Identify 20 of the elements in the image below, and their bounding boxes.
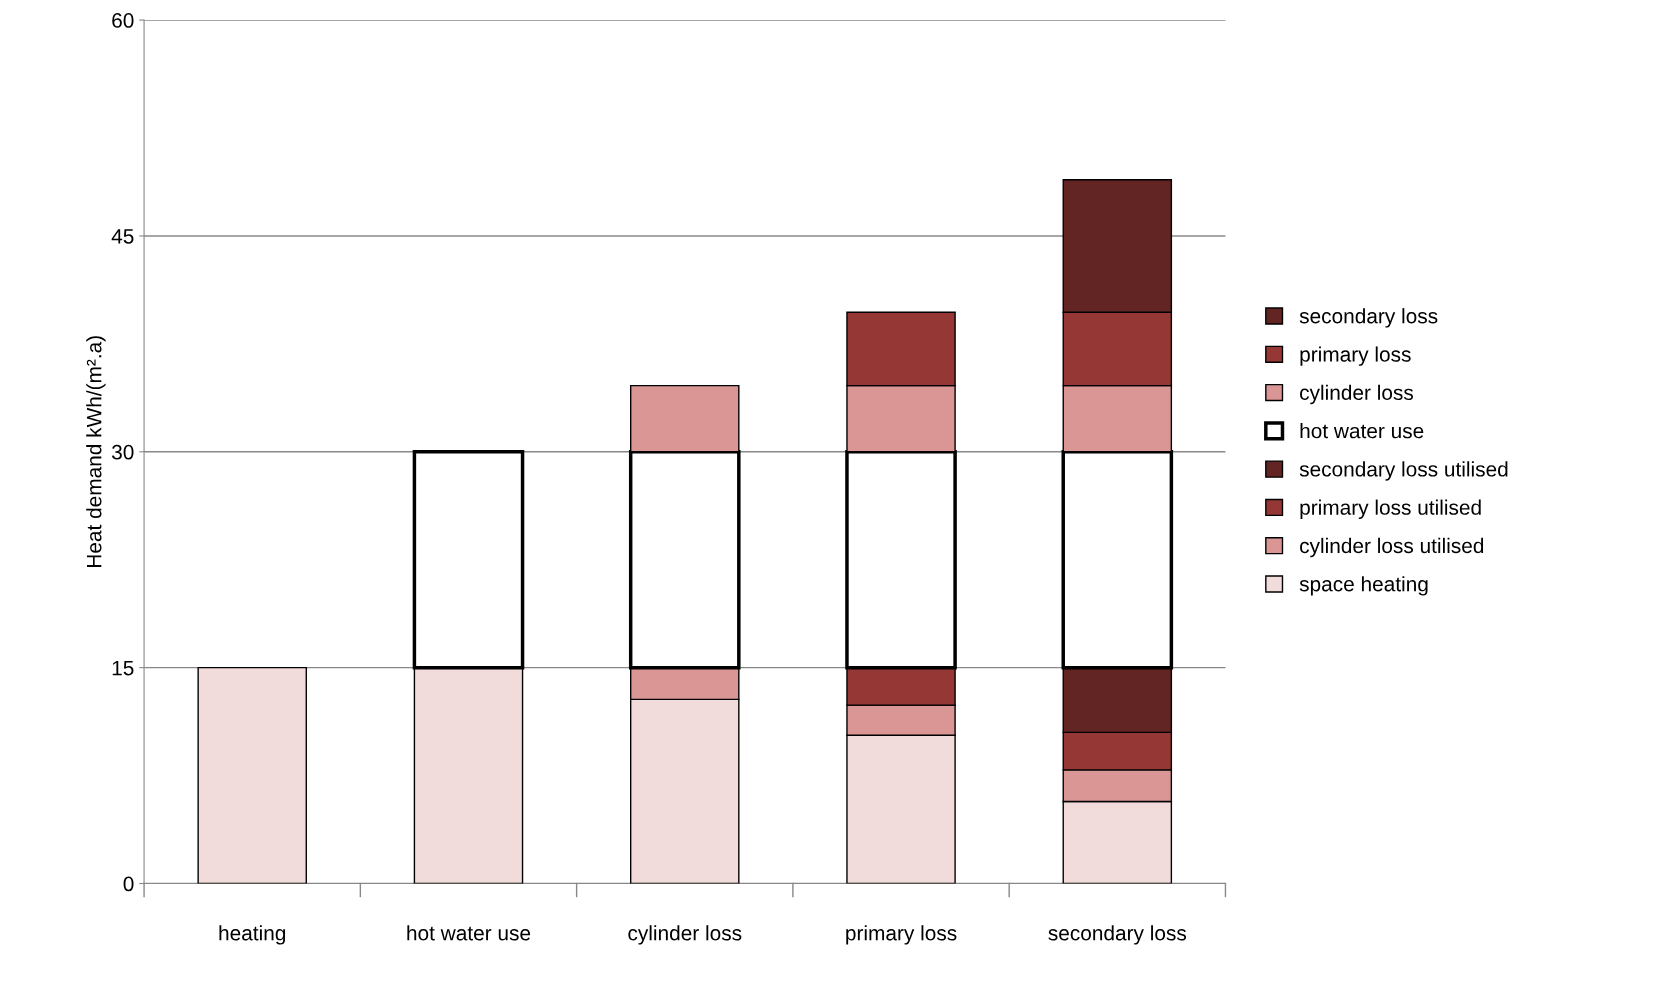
- legend-label: secondary loss utilised: [1299, 461, 1508, 481]
- y-tick-label: 60: [112, 13, 134, 28]
- y-tick-label: 0: [123, 876, 134, 892]
- legend-label: space heating: [1299, 576, 1428, 596]
- x-tick-label: secondary loss: [1048, 925, 1187, 945]
- bar: [197, 666, 307, 884]
- x-tick-label: heating: [219, 925, 286, 945]
- x-tick-label: hot water use: [407, 925, 531, 941]
- legend-label: cylinder loss utilised: [1300, 537, 1484, 558]
- legend-label: primary loss utilised: [1300, 499, 1481, 519]
- x-tick-label: cylinder loss: [628, 925, 742, 945]
- x-tick-label: primary loss: [846, 925, 957, 945]
- y-tick-label: 30: [111, 444, 134, 460]
- y-axis-title: Heat demand kWh/(m².a): [86, 336, 106, 568]
- y-tick-label: 15: [112, 660, 134, 676]
- legend-label: primary loss: [1300, 346, 1411, 366]
- y-tick-label: 45: [111, 229, 134, 244]
- legend-label: secondary loss: [1299, 308, 1438, 328]
- legend-label: hot water use: [1300, 423, 1424, 439]
- legend-label: cylinder loss: [1300, 384, 1414, 405]
